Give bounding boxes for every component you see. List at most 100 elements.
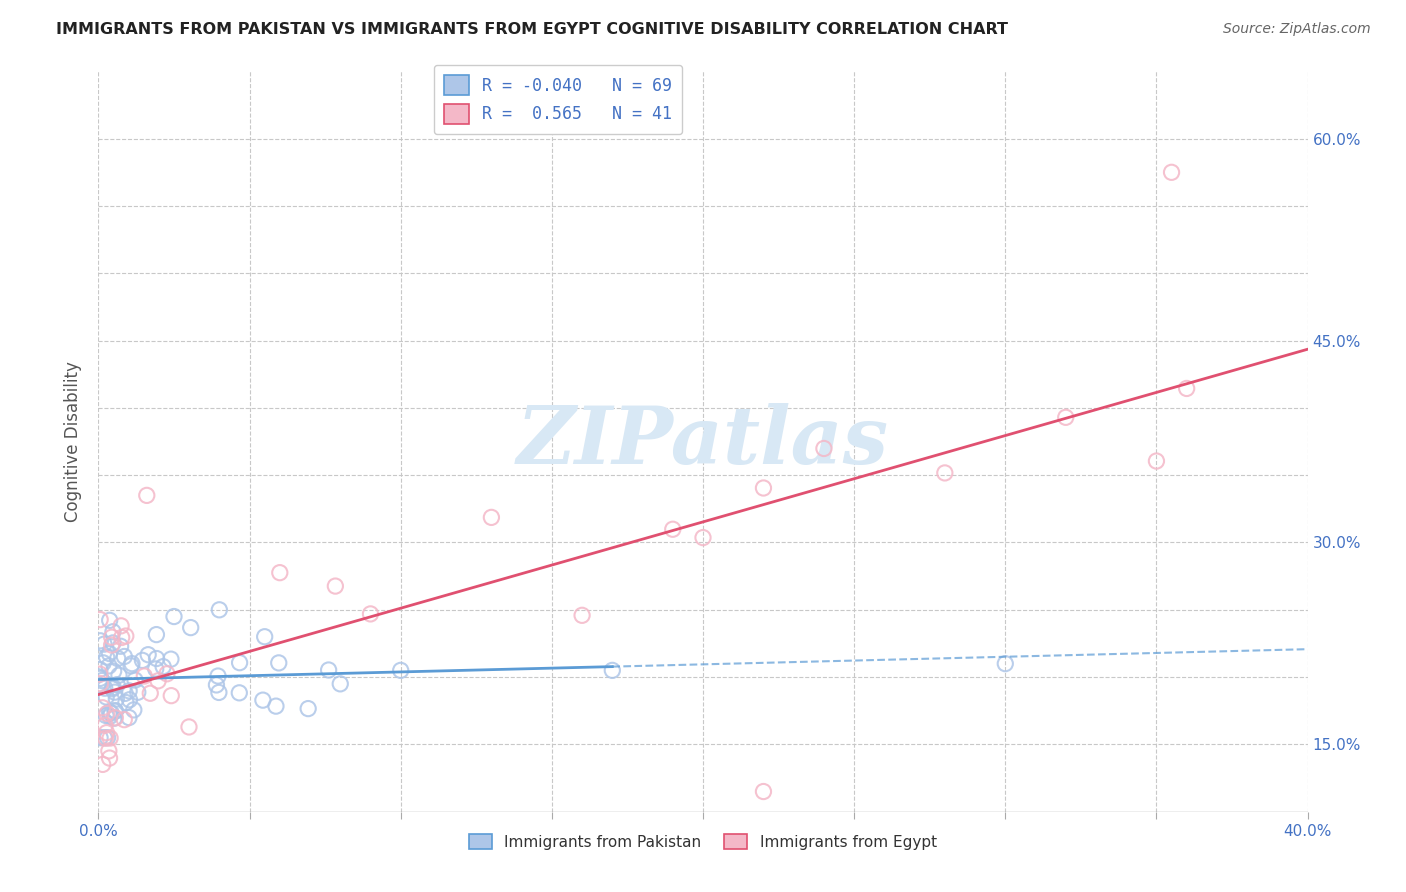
Point: [160, 689, 183, 703]
Point: [135, 488, 157, 502]
Point: [571, 608, 593, 623]
Point: [752, 784, 775, 798]
Point: [329, 677, 352, 691]
Point: [94, 681, 117, 696]
Point: [481, 510, 503, 524]
Point: [89, 731, 111, 745]
Point: [110, 619, 132, 633]
Point: [94, 718, 117, 732]
Point: [104, 704, 127, 718]
Point: [264, 699, 287, 714]
Point: [91, 656, 114, 670]
Point: [104, 711, 127, 725]
Point: [177, 720, 200, 734]
Point: [105, 692, 128, 706]
Point: [1054, 410, 1077, 425]
Point: [107, 651, 129, 665]
Point: [118, 684, 141, 698]
Point: [994, 657, 1017, 671]
Point: [90, 673, 112, 688]
Point: [318, 663, 340, 677]
Point: [297, 701, 319, 715]
Point: [91, 700, 114, 714]
Point: [100, 638, 122, 652]
Point: [661, 522, 683, 536]
Point: [160, 652, 183, 666]
Y-axis label: Cognitive Disability: Cognitive Disability: [65, 361, 83, 522]
Point: [813, 442, 835, 456]
Point: [122, 703, 145, 717]
Point: [124, 673, 146, 687]
Text: ZIPatlas: ZIPatlas: [517, 403, 889, 480]
Point: [145, 662, 167, 676]
Point: [98, 751, 121, 765]
Point: [108, 668, 131, 682]
Point: [104, 685, 127, 699]
Point: [98, 647, 121, 661]
Point: [115, 696, 138, 710]
Point: [118, 710, 141, 724]
Point: [89, 613, 111, 627]
Point: [97, 744, 120, 758]
Text: IMMIGRANTS FROM PAKISTAN VS IMMIGRANTS FROM EGYPT COGNITIVE DISABILITY CORRELATI: IMMIGRANTS FROM PAKISTAN VS IMMIGRANTS F…: [56, 22, 1008, 37]
Point: [145, 651, 167, 665]
Point: [145, 627, 167, 641]
Point: [112, 713, 135, 727]
Point: [101, 681, 124, 696]
Point: [103, 711, 125, 725]
Point: [114, 686, 136, 700]
Point: [96, 731, 118, 745]
Point: [98, 709, 121, 723]
Point: [139, 686, 162, 700]
Point: [91, 757, 114, 772]
Point: [269, 566, 291, 580]
Point: [94, 731, 117, 746]
Point: [103, 664, 125, 678]
Point: [103, 681, 125, 695]
Point: [163, 609, 186, 624]
Point: [146, 673, 169, 688]
Point: [98, 705, 121, 719]
Point: [228, 656, 250, 670]
Point: [101, 624, 124, 639]
Point: [208, 603, 231, 617]
Point: [692, 531, 714, 545]
Point: [98, 613, 121, 627]
Point: [1160, 165, 1182, 179]
Point: [152, 659, 174, 673]
Point: [96, 650, 118, 665]
Point: [98, 731, 121, 745]
Point: [934, 466, 956, 480]
Point: [134, 669, 156, 683]
Point: [118, 692, 141, 706]
Point: [127, 685, 149, 699]
Point: [110, 640, 132, 654]
Text: Source: ZipAtlas.com: Source: ZipAtlas.com: [1223, 22, 1371, 37]
Point: [93, 637, 115, 651]
Point: [89, 672, 111, 686]
Point: [267, 656, 290, 670]
Point: [1175, 381, 1198, 395]
Point: [120, 658, 142, 673]
Point: [156, 666, 179, 681]
Point: [97, 659, 120, 673]
Point: [360, 607, 382, 621]
Point: [96, 725, 118, 739]
Legend: Immigrants from Pakistan, Immigrants from Egypt: Immigrants from Pakistan, Immigrants fro…: [463, 828, 943, 856]
Point: [96, 706, 118, 721]
Point: [111, 631, 134, 645]
Point: [389, 664, 412, 678]
Point: [205, 678, 228, 692]
Point: [180, 621, 202, 635]
Point: [100, 706, 122, 720]
Point: [208, 685, 231, 699]
Point: [89, 676, 111, 690]
Point: [131, 653, 153, 667]
Point: [89, 667, 111, 681]
Point: [89, 633, 111, 648]
Point: [94, 708, 117, 723]
Point: [136, 648, 159, 662]
Point: [252, 693, 274, 707]
Point: [752, 481, 775, 495]
Point: [89, 663, 111, 677]
